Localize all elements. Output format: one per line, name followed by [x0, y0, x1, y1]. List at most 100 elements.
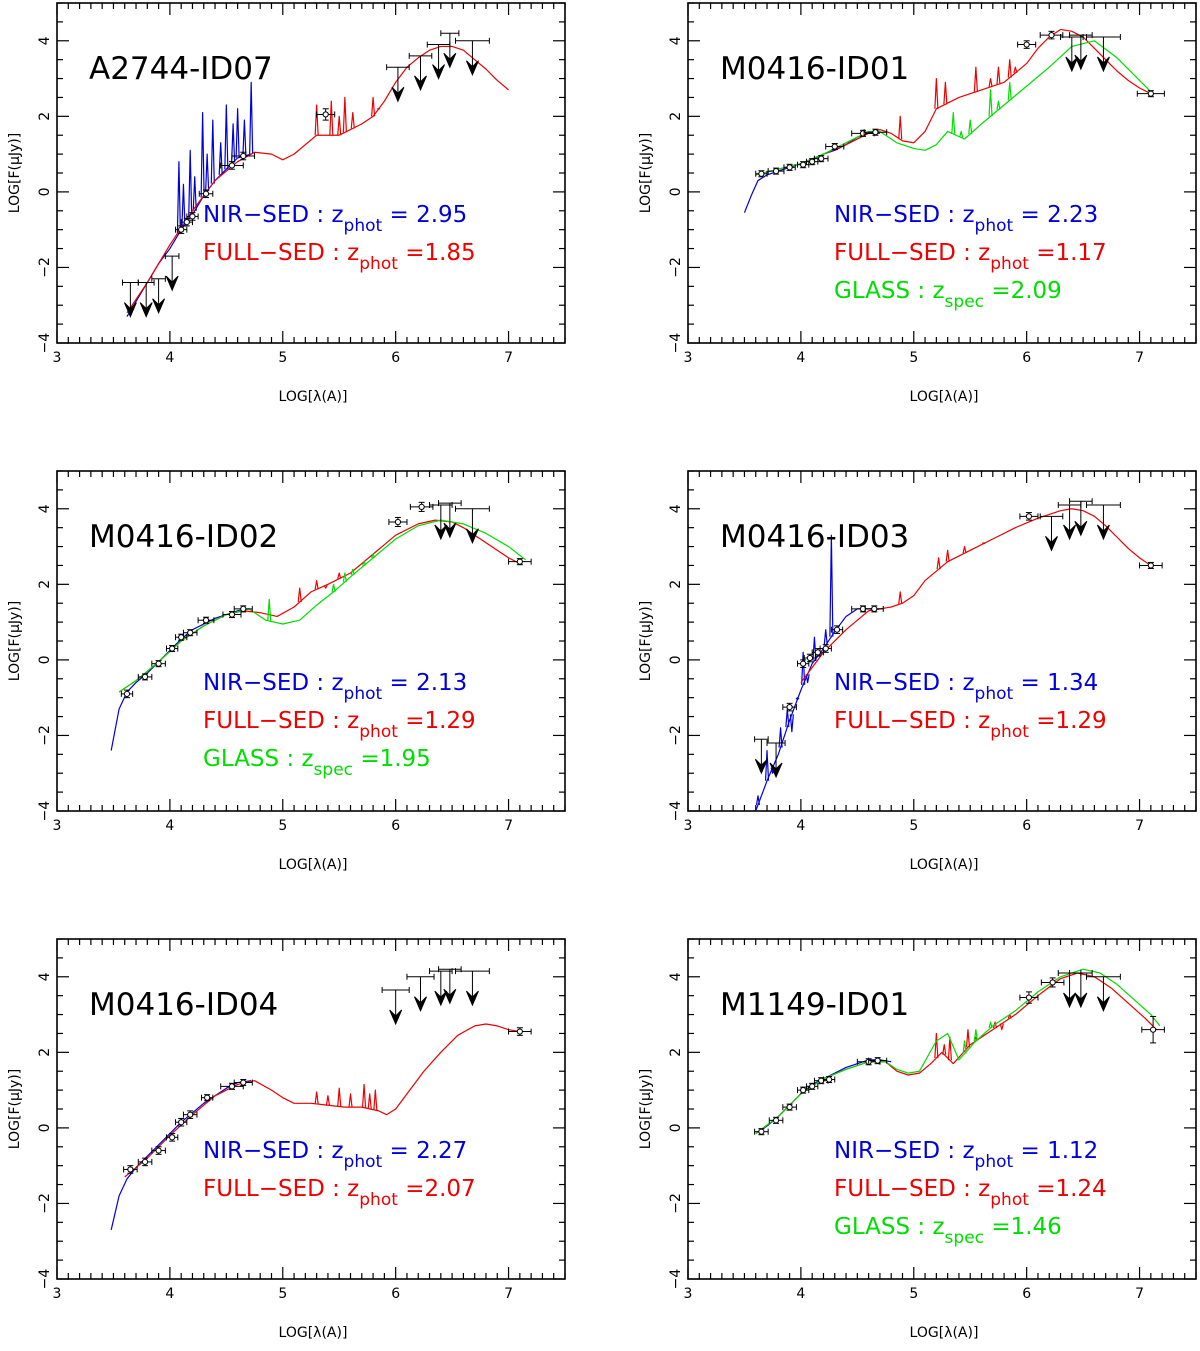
photometry — [123, 1027, 532, 1174]
data-point — [418, 503, 425, 510]
photometric-point — [806, 1082, 819, 1090]
arrow-head — [1065, 56, 1079, 73]
photometric-point — [797, 659, 810, 668]
sed-panel-m0416-id03: 3 4 5 6 7 LOG[λ(A)] −4 −2 0 2 4 LOG[F(μJy)] M0416-ID… — [638, 470, 1197, 873]
annotation-label: GLASS : z — [834, 1214, 945, 1240]
glass-emission-line — [988, 1021, 993, 1029]
annotation-label: FULL−SED : z — [834, 1176, 990, 1202]
upper-limit-arrow — [1069, 970, 1093, 1009]
arrow-head — [1096, 996, 1110, 1013]
full-emission-line — [999, 1023, 1004, 1031]
photometric-point — [1019, 512, 1039, 521]
y-tick-label: 2 — [668, 580, 684, 589]
photometric-point — [508, 1027, 532, 1036]
upper-limits — [429, 500, 490, 545]
upper-limit-arrow — [454, 505, 490, 545]
annotation-label: NIR−SED : z — [203, 670, 344, 696]
glass-emission-line — [973, 1029, 978, 1042]
annotation-label: FULL−SED : z — [203, 1176, 359, 1202]
redshift-annotation: GLASS : zspec =1.46 — [834, 1214, 1062, 1248]
annotation-subscript: phot — [975, 216, 1014, 236]
data-point — [1049, 979, 1056, 986]
nir-emission-line — [249, 81, 254, 155]
photometric-point — [231, 151, 256, 161]
y-axis-label: LOG[F(μJy)] — [7, 1069, 23, 1149]
x-tick-label: 6 — [391, 1286, 400, 1302]
data-point — [871, 605, 878, 612]
data-point — [240, 1079, 247, 1086]
redshift-annotation: GLASS : zspec =1.95 — [203, 746, 431, 780]
x-axis-label: LOG[λ(A)] — [910, 389, 979, 405]
full-emission-line — [1013, 66, 1018, 74]
data-point — [831, 143, 838, 150]
x-tick-label: 6 — [1022, 818, 1031, 834]
nir-emission-line — [192, 176, 197, 211]
x-tick-label: 4 — [796, 818, 805, 834]
data-point — [169, 1134, 176, 1141]
photometric-point — [233, 605, 253, 613]
annotation-value: =2.07 — [398, 1176, 476, 1202]
upper-limits — [381, 966, 490, 1026]
full-emission-line — [325, 1095, 331, 1106]
full-emission-line — [898, 591, 903, 605]
nir-emission-line — [181, 183, 186, 227]
y-tick-label: 2 — [37, 112, 53, 121]
object-name: M0416-ID01 — [720, 51, 909, 87]
full-emission-line — [996, 66, 1001, 85]
upper-limit-arrow — [1085, 973, 1121, 1013]
glass-emission-line — [959, 130, 964, 138]
sed-panel-m0416-id01: 3 4 5 6 7 LOG[λ(A)] −4 −2 0 2 4 LOG[F(μJy)] M0416-ID… — [638, 2, 1197, 405]
full-emission-line — [314, 1091, 319, 1105]
x-axis: 3 4 5 6 7 — [684, 471, 1197, 834]
redshift-annotation: NIR−SED : zphot = 2.23 — [834, 202, 1098, 236]
annotation-value: = 2.23 — [1013, 202, 1098, 228]
x-tick-label: 7 — [504, 350, 513, 366]
photometric-point — [1141, 1015, 1165, 1044]
nir-emission-line — [764, 749, 770, 781]
data-point — [187, 1111, 194, 1118]
x-tick-label: 4 — [165, 350, 174, 366]
data-point — [202, 190, 210, 197]
annotation-subscript: phot — [359, 1190, 398, 1210]
upper-limit-arrow — [754, 736, 769, 775]
data-point — [772, 1117, 780, 1124]
annotation-value: =1.24 — [1029, 1176, 1107, 1202]
data-point — [204, 1094, 211, 1101]
glass-emission-line — [342, 572, 347, 582]
data-point — [822, 645, 829, 652]
y-axis: −4 −2 0 2 4 — [37, 470, 565, 822]
annotation-subscript: phot — [359, 254, 398, 274]
nir-emission-line — [224, 104, 229, 170]
annotation-value: = 1.34 — [1013, 670, 1098, 696]
arrow-head — [1074, 992, 1088, 1009]
x-axis: 3 4 5 6 7 — [53, 3, 566, 366]
photometric-point — [803, 653, 817, 663]
full-emission-line — [373, 1089, 378, 1111]
y-tick-label: −4 — [37, 801, 53, 822]
data-point — [228, 1083, 236, 1090]
full-emission-line — [988, 77, 993, 87]
y-tick-label: −4 — [668, 801, 684, 822]
annotation-label: NIR−SED : z — [834, 202, 975, 228]
data-point — [833, 626, 841, 633]
annotation-value: =2.09 — [984, 278, 1062, 304]
arrow-head — [152, 298, 166, 315]
photometric-point — [166, 1133, 179, 1142]
nir-emission-line — [755, 795, 761, 806]
photometry — [754, 977, 1165, 1136]
redshift-annotation: FULL−SED : zphot =1.17 — [834, 240, 1107, 274]
x-tick-label: 7 — [1135, 818, 1144, 834]
data-point — [872, 129, 879, 136]
data-point — [228, 611, 236, 618]
full-emission-line — [934, 77, 939, 109]
y-axis-label: LOG[F(μJy)] — [638, 601, 654, 681]
y-tick-label: −4 — [668, 333, 684, 354]
annotation-value: = 2.27 — [382, 1138, 467, 1164]
nir-sed-line — [110, 1080, 252, 1231]
photometric-point — [754, 1128, 769, 1136]
photometric-point — [1040, 977, 1065, 988]
y-axis: −4 −2 0 2 4 — [668, 470, 1196, 822]
full-sed-line — [755, 28, 1152, 176]
